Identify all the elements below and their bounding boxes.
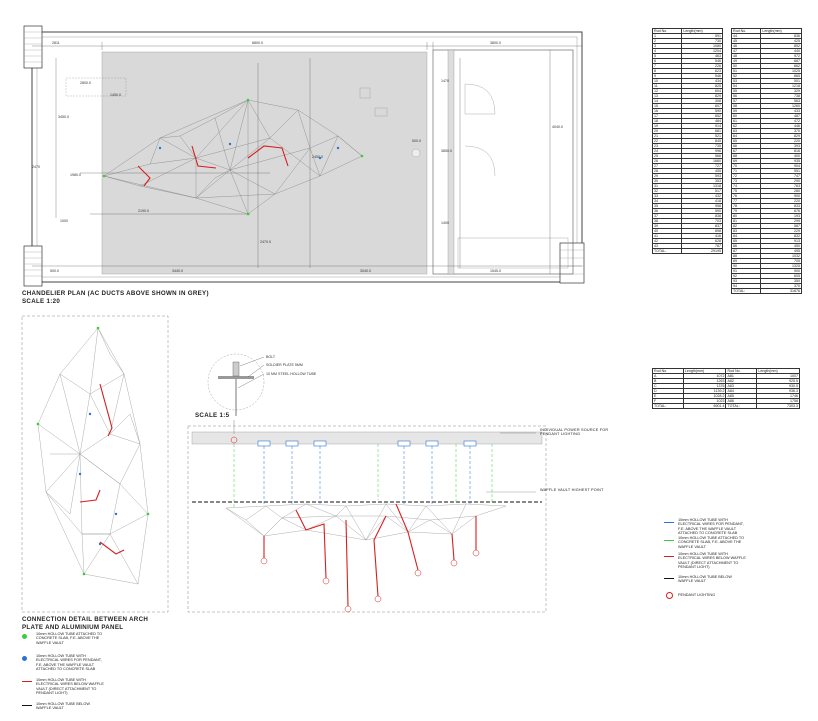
legend-line-blue-icon (664, 522, 674, 524)
legend-dot-blue-icon (22, 656, 27, 661)
legend-line-black-icon (664, 578, 674, 580)
rod-schedule-table-1: Rod No. Length(mm) 1 591 2 730 3 1080 4 1204 5 463 6… (651, 28, 723, 254)
legend-text: 10mm HOLLOW TUBE WITH ELECTRICAL WIRES F… (678, 518, 744, 536)
chandelier-plan-rotated (21, 315, 169, 613)
total-cell: 29195 (681, 248, 723, 254)
dim-label: 1980.0 (70, 173, 81, 177)
vault-label: WAFFLE VAULT HIGHEST POINT (540, 488, 604, 492)
dim-label: 3440.0 (172, 269, 183, 273)
total-cell: 7303.3 (756, 403, 800, 409)
total-cell: TOTAL: (651, 248, 683, 254)
dim-label: 1000 (60, 219, 68, 223)
legend-line-green-icon (664, 540, 674, 542)
legend-line-red-icon (22, 681, 32, 683)
legend-text: 10mm HOLLOW TUBE WITH ELECTRICAL WIRES B… (678, 552, 746, 570)
plan-scale: SCALE 1:20 (22, 298, 61, 305)
legend-text: PENDANT LIGHTING (678, 593, 716, 597)
dim-label: 1545.0 (490, 269, 501, 273)
total-cell: TOTAL: (725, 403, 758, 409)
legend-text: 10mm HOLLOW TUBE ATTACHED TO CONCRETE SL… (36, 632, 103, 645)
legend-text: 10mm HOLLOW TUBE ATTACHED TO CONCRETE SL… (678, 536, 745, 549)
dim-label: 3800.0 (490, 41, 501, 45)
dim-label: 3450.0 (58, 115, 69, 119)
arch-rod-schedule-table: Rod No. Length(mm) Rod No. Length(mm) A 1072 A… (652, 368, 800, 409)
detail-plate-label: SOLDIER PLATE 5MM (266, 363, 303, 367)
detail-tube-label: 10 MM STEEL HOLLOW TUBE (266, 372, 317, 376)
chandelier-elevation-drawing (187, 420, 547, 613)
dim-label: 2470.0 (260, 240, 271, 244)
connection-detail-title: CONNECTION DETAIL BETWEEN ARCH PLATE AND… (22, 616, 149, 631)
dim-label: 2190.0 (138, 209, 149, 213)
legend-text: 10mm HOLLOW TUBE BELOW WAFFLE VAULT (678, 575, 732, 584)
detail-scale: SCALE 1:5 (195, 412, 230, 419)
connection-detail-drawing: BOLT SOLDIER PLATE 5MM 10 MM STEEL HOLLO… (207, 353, 317, 416)
legend-text: 10mm HOLLOW TUBE WITH ELECTRICAL WIRES B… (36, 678, 104, 696)
power-source-label: INDIVIDUAL POWER SOURCE FOR PENDANT LIGH… (540, 428, 609, 437)
dim-label: 1400 (441, 221, 449, 225)
rod-schedule-table-2: Rod No. Length(mm) 44 836 45 425 46 852 47 440 48 9… (730, 28, 802, 294)
total-cell: TOTAL: (730, 288, 762, 294)
total-row: TOTAL: 31876 (730, 288, 802, 294)
dim-label: 6800.0 (252, 41, 263, 45)
legend-line-red-icon (664, 556, 674, 558)
legend-text: 10mm HOLLOW TUBE BELOW WAFFLE VAULT (36, 702, 90, 711)
dim-label: 1450.0 (110, 93, 121, 97)
dim-label: 3040.0 (360, 269, 371, 273)
dim-label: 500.0 (50, 269, 59, 273)
legend-dot-green-icon (22, 634, 27, 639)
dim-label: 500.0 (412, 139, 421, 143)
dim-label: 1470 (441, 79, 449, 83)
legend-line-black-icon (22, 705, 32, 707)
dim-label: 3850.0 (441, 149, 452, 153)
dim-label: 4040.0 (552, 125, 563, 129)
dim-label: 2811 (52, 41, 60, 45)
total-cell: 6901.4 (682, 403, 727, 409)
legend-left: 10mm HOLLOW TUBE ATTACHED TO CONCRETE SL… (22, 632, 152, 720)
legend-right: 10mm HOLLOW TUBE WITH ELECTRICAL WIRES F… (664, 518, 804, 602)
legend-text: 10mm HOLLOW TUBE WITH ELECTRICAL WIRES F… (36, 654, 102, 672)
detail-bolt-label: BOLT (266, 355, 276, 359)
dim-label: 2470 (32, 165, 40, 169)
total-row: TOTAL: 6901.4 TOTAL: 7303.3 (652, 403, 800, 409)
plan-title: CHANDELIER PLAN (AC DUCTS ABOVE SHOWN IN… (22, 290, 209, 297)
total-row: TOTAL: 29195 (651, 248, 723, 254)
dim-label: 2450.0 (312, 155, 323, 159)
dim-label: 2800.0 (80, 81, 91, 85)
total-cell: TOTAL: (652, 403, 684, 409)
total-cell: 31876 (760, 288, 802, 294)
legend-circle-red-icon (666, 592, 673, 599)
chandelier-plan-drawing: 2811 6800.0 3800.0 4040.0 1470 3850.0 14… (23, 25, 585, 287)
